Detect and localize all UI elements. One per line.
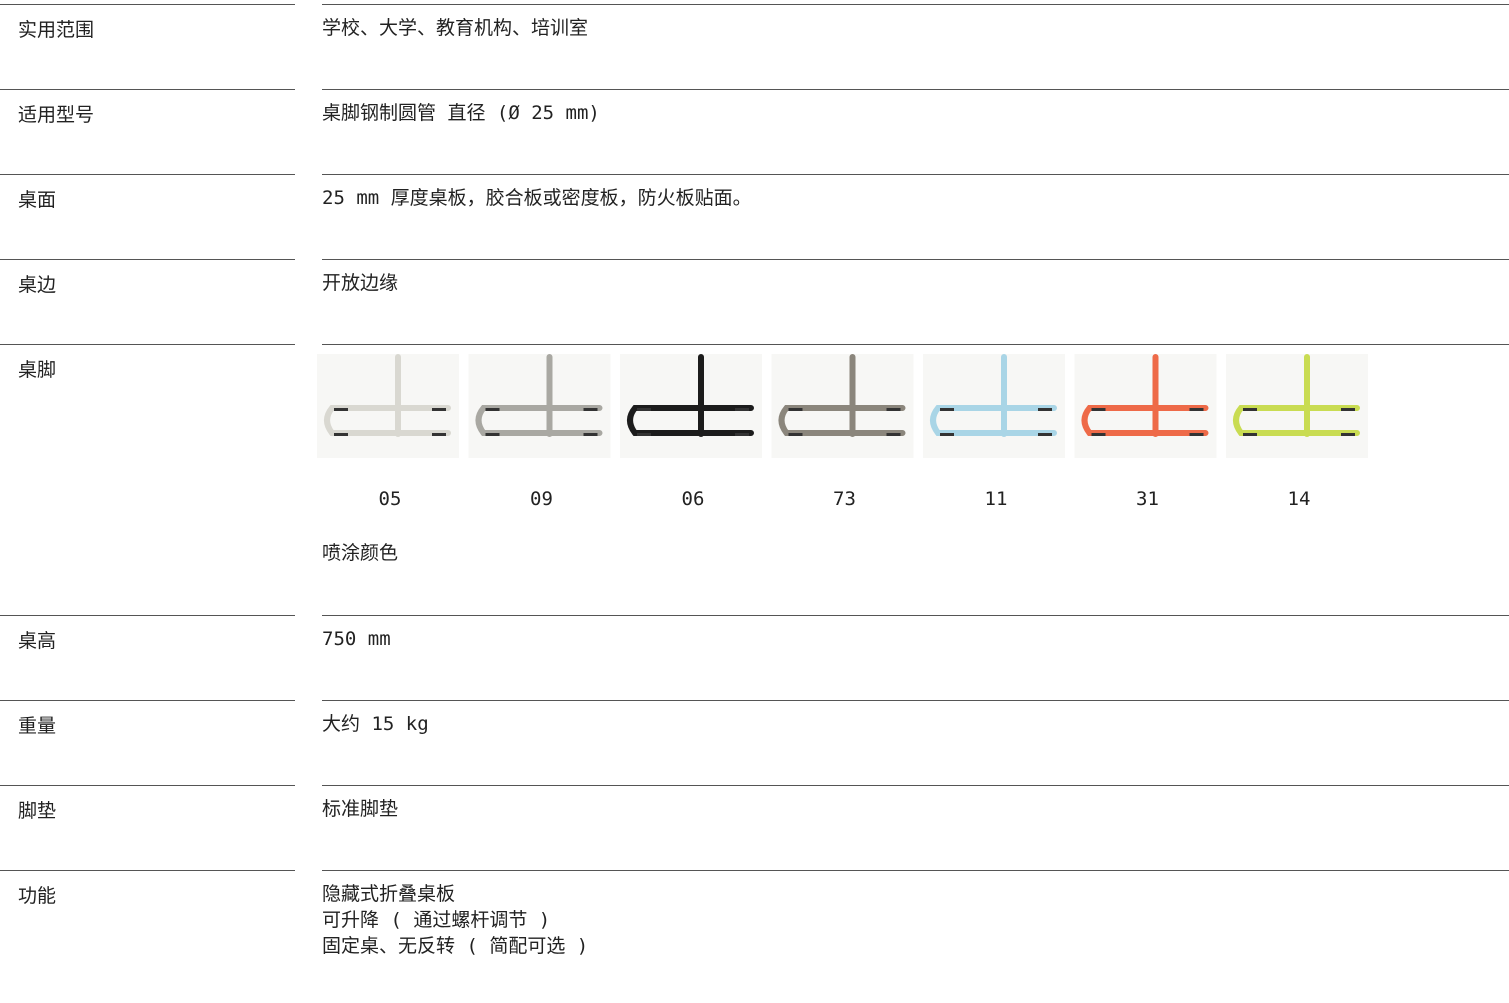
row-label: 重量 bbox=[18, 715, 57, 737]
rule bbox=[0, 174, 295, 175]
leg-foot bbox=[940, 408, 954, 411]
value-line: 固定桌、无反转 ( 简配可选 ) bbox=[322, 935, 589, 957]
value-line: 学校、大学、教育机构、培训室 bbox=[322, 17, 589, 39]
color-code: 05 bbox=[378, 488, 402, 510]
leg-foot bbox=[1091, 433, 1106, 436]
color-code: 06 bbox=[681, 488, 705, 510]
row-label: 桌脚 bbox=[18, 359, 57, 381]
value-line: 桌脚钢制圆管 直径 (Ø 25 mm) bbox=[322, 102, 600, 124]
row-label: 脚垫 bbox=[18, 800, 57, 822]
rule bbox=[322, 89, 1509, 90]
row-value: 隐藏式折叠桌板可升降 ( 通过螺杆调节 ) 固定桌、无反转 ( 简配可选 ) bbox=[322, 881, 588, 959]
color-code: 31 bbox=[1136, 488, 1159, 510]
leg-swatches bbox=[317, 354, 1368, 458]
leg-base bbox=[1081, 405, 1209, 436]
rule bbox=[322, 174, 1509, 175]
row-label: 功能 bbox=[18, 885, 57, 907]
color-code: 11 bbox=[984, 488, 1008, 510]
rule bbox=[322, 700, 1509, 701]
leg-foot bbox=[1341, 433, 1355, 436]
color-code: 09 bbox=[530, 488, 553, 510]
row-label: 实用范围 bbox=[18, 19, 95, 41]
row-value: 25 mm 厚度桌板，胶合板或密度板，防火板贴面。 bbox=[322, 185, 752, 211]
row-value: 学校、大学、教育机构、培训室 bbox=[322, 15, 588, 41]
leg-foot bbox=[886, 433, 901, 436]
leg-foot bbox=[1243, 408, 1257, 411]
leg-swatch bbox=[771, 354, 914, 458]
leg-foot bbox=[432, 433, 446, 436]
leg-foot bbox=[1038, 433, 1052, 436]
leg-foot bbox=[1189, 408, 1204, 411]
color-code: 73 bbox=[833, 488, 856, 510]
leg-swatch bbox=[1226, 354, 1368, 458]
leg-swatch bbox=[317, 354, 459, 458]
leg-swatch bbox=[620, 354, 762, 458]
leg-foot bbox=[432, 408, 446, 411]
color-code: 14 bbox=[1287, 488, 1311, 510]
rule bbox=[322, 4, 1509, 5]
rule bbox=[322, 870, 1509, 871]
leg-foot bbox=[334, 433, 348, 436]
rule bbox=[322, 615, 1509, 616]
leg-swatch bbox=[1074, 354, 1217, 458]
row-label: 适用型号 bbox=[18, 104, 95, 126]
rule bbox=[0, 870, 295, 871]
rule bbox=[0, 344, 295, 345]
row-value: 标准脚垫 bbox=[322, 796, 398, 822]
leg-foot bbox=[886, 408, 901, 411]
leg-foot bbox=[485, 408, 500, 411]
leg-base bbox=[475, 405, 603, 436]
leg-swatch bbox=[468, 354, 611, 458]
leg-foot bbox=[735, 408, 749, 411]
leg-foot bbox=[788, 433, 803, 436]
rule bbox=[0, 615, 295, 616]
row-value: 开放边缘 bbox=[322, 270, 398, 296]
leg-foot bbox=[735, 433, 749, 436]
leg-foot bbox=[334, 408, 348, 411]
leg-base bbox=[930, 405, 1057, 436]
leg-base bbox=[627, 405, 754, 436]
leg-foot bbox=[1038, 408, 1052, 411]
row-value: 750 mm bbox=[322, 626, 391, 652]
row-label: 桌高 bbox=[18, 630, 57, 652]
value-line: 25 mm 厚度桌板，胶合板或密度板，防火板贴面。 bbox=[322, 187, 752, 209]
leg-foot bbox=[485, 433, 500, 436]
rule bbox=[0, 259, 295, 260]
leg-base bbox=[324, 405, 451, 436]
leg-foot bbox=[1091, 408, 1106, 411]
leg-foot bbox=[583, 433, 598, 436]
leg-foot bbox=[583, 408, 598, 411]
rule bbox=[322, 344, 1509, 345]
leg-foot bbox=[788, 408, 803, 411]
leg-foot bbox=[1243, 433, 1257, 436]
value-line: 大约 15 kg bbox=[322, 713, 429, 735]
row-label: 桌边 bbox=[18, 274, 57, 296]
row-value: 大约 15 kg bbox=[322, 711, 429, 737]
leg-foot bbox=[1189, 433, 1204, 436]
value-line: 可升降 ( 通过螺杆调节 ) bbox=[322, 909, 551, 931]
rule bbox=[0, 89, 295, 90]
leg-foot bbox=[637, 408, 651, 411]
note: 喷涂颜色 bbox=[322, 542, 399, 564]
leg-swatch bbox=[923, 354, 1065, 458]
value-line: 750 mm bbox=[322, 628, 391, 650]
leg-foot bbox=[940, 433, 954, 436]
rule bbox=[322, 259, 1509, 260]
rule bbox=[0, 700, 295, 701]
row-label: 桌面 bbox=[18, 189, 57, 211]
rule bbox=[0, 4, 295, 5]
leg-foot bbox=[637, 433, 651, 436]
row-value: 桌脚钢制圆管 直径 (Ø 25 mm) bbox=[322, 100, 600, 126]
leg-base bbox=[778, 405, 906, 436]
leg-foot bbox=[1341, 408, 1355, 411]
value-line: 开放边缘 bbox=[322, 272, 399, 294]
rule bbox=[0, 785, 295, 786]
value-line: 标准脚垫 bbox=[322, 798, 399, 820]
value-line: 隐藏式折叠桌板 bbox=[322, 883, 456, 905]
leg-base bbox=[1233, 405, 1360, 436]
rule bbox=[322, 785, 1509, 786]
